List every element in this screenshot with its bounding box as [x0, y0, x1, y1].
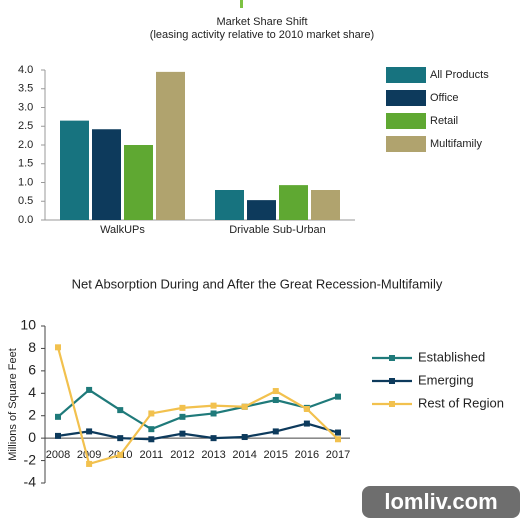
bar	[92, 129, 121, 220]
y-tick-label: 8	[28, 339, 36, 355]
y-tick-label: 0	[28, 429, 36, 445]
legend-marker	[389, 355, 395, 361]
legend-marker	[389, 401, 395, 407]
point	[335, 429, 341, 436]
bar	[247, 200, 276, 220]
legend-label: Multifamily	[430, 138, 482, 150]
point	[86, 386, 93, 393]
y-tick-label: -4	[24, 474, 37, 490]
point	[55, 344, 61, 351]
x-tick-label: 2011	[140, 449, 164, 461]
legend-marker	[389, 378, 395, 384]
y-tick-label: 4	[28, 384, 36, 400]
bar	[60, 120, 89, 220]
bar	[279, 185, 308, 220]
point	[335, 393, 341, 400]
point	[55, 413, 61, 420]
y-tick-label: 3.5	[18, 83, 33, 95]
point	[179, 404, 186, 411]
point	[179, 413, 186, 420]
y-tick-label: 2	[28, 406, 36, 422]
decoration	[240, 0, 243, 8]
point	[86, 460, 93, 467]
legend-label: Office	[430, 92, 459, 104]
x-tick-label: 2009	[77, 449, 101, 461]
chart-title: Net Absorption During and After the Grea…	[72, 276, 443, 291]
bar	[124, 145, 153, 220]
x-tick-label: 2008	[46, 449, 70, 461]
point	[148, 436, 155, 443]
y-tick-label: 2.0	[18, 139, 33, 151]
x-tick-label: 2016	[295, 449, 319, 461]
line	[56, 347, 339, 466]
point	[241, 403, 248, 410]
legend-label: Established	[418, 349, 485, 364]
point	[210, 410, 217, 417]
legend-swatch	[386, 67, 426, 83]
y-tick-label: 1.5	[18, 158, 33, 170]
bar	[311, 190, 340, 220]
point	[303, 420, 310, 427]
x-tick-label: 2014	[232, 449, 256, 461]
point	[117, 435, 124, 442]
y-tick-label: 0.5	[18, 195, 33, 207]
legend-swatch	[386, 136, 426, 152]
point	[272, 388, 279, 395]
point	[86, 428, 93, 435]
x-tick-label: WalkUPs	[100, 224, 145, 236]
point	[117, 407, 124, 414]
x-tick-label: 2013	[201, 449, 225, 461]
point	[179, 430, 186, 437]
point	[55, 432, 61, 439]
point	[210, 435, 217, 442]
point	[241, 434, 248, 441]
y-tick-label: 2.5	[18, 120, 33, 132]
point	[117, 451, 124, 458]
point	[148, 426, 155, 433]
y-tick-label: 6	[28, 362, 36, 378]
point	[303, 405, 310, 412]
line	[57, 422, 339, 441]
legend-label: Rest of Region	[418, 395, 504, 410]
point	[272, 397, 279, 404]
point	[335, 436, 341, 443]
y-tick-label: -2	[24, 451, 37, 467]
line	[57, 388, 339, 431]
point	[272, 428, 279, 435]
y-tick-label: 10	[20, 317, 36, 333]
x-tick-label: 2015	[264, 449, 288, 461]
point	[210, 402, 217, 409]
x-tick-label: 2012	[170, 449, 194, 461]
legend-label: Retail	[430, 115, 458, 127]
y-axis-label: Millions of Square Feet	[7, 348, 19, 461]
legend-swatch	[386, 90, 426, 106]
bar	[215, 190, 244, 220]
watermark-box	[362, 486, 520, 518]
bar	[156, 71, 185, 220]
watermark: lomliv.com	[384, 489, 497, 514]
legend-label: Emerging	[418, 372, 474, 387]
y-tick-label: 0.0	[18, 214, 33, 226]
chart-title: Market Share Shift	[216, 16, 307, 28]
y-tick-label: 1.0	[18, 176, 33, 188]
legend-label: All Products	[430, 69, 489, 81]
y-tick-label: 3.0	[18, 101, 33, 113]
y-tick-label: 4.0	[18, 64, 33, 76]
point	[148, 410, 155, 417]
chart-subtitle: (leasing activity relative to 2010 marke…	[150, 29, 374, 41]
x-tick-label: 2017	[326, 449, 350, 461]
x-tick-label: Drivable Sub-Urban	[229, 224, 326, 236]
legend-swatch	[386, 113, 426, 129]
